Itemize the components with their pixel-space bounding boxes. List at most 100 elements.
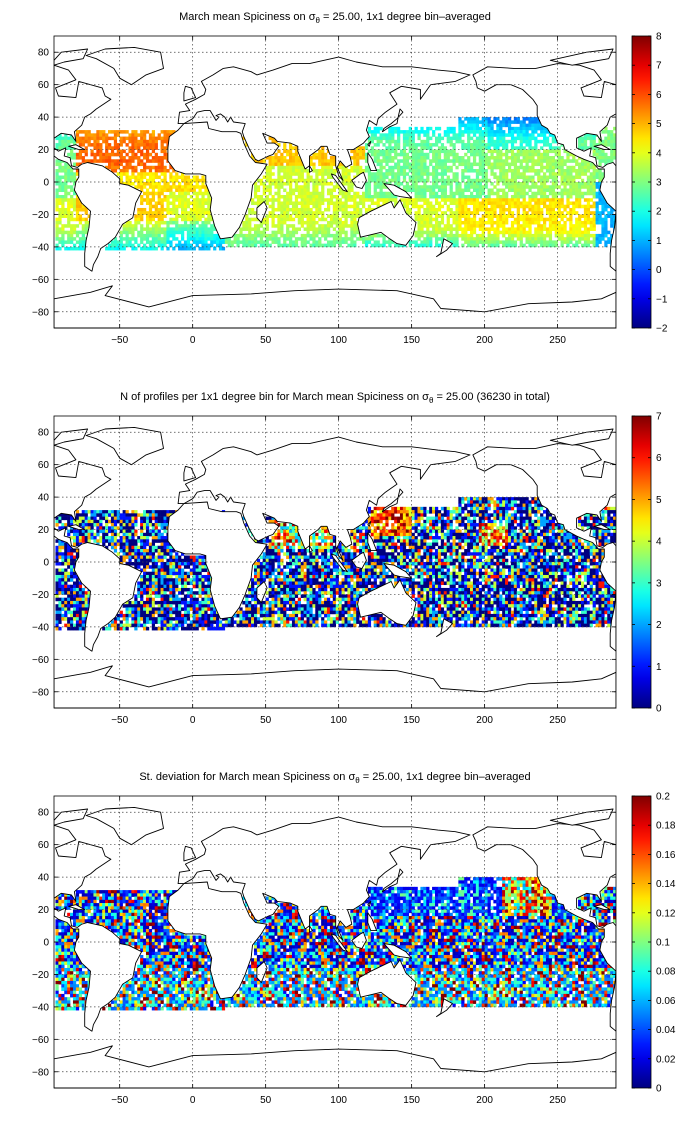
- data-cell: [537, 149, 541, 154]
- data-cell: [478, 224, 482, 228]
- data-cell: [397, 130, 401, 134]
- data-cell: [449, 211, 453, 215]
- data-cell: [309, 191, 313, 196]
- data-cell: [566, 169, 570, 173]
- data-cell: [487, 500, 491, 504]
- x-tick-label: 100: [330, 335, 347, 346]
- data-cell: [461, 191, 465, 196]
- data-cell: [397, 136, 401, 141]
- data-cell: [575, 211, 579, 215]
- data-cell: [350, 224, 354, 228]
- data-cell: [426, 220, 430, 225]
- data-cell: [283, 182, 287, 186]
- data-cell: [140, 169, 144, 173]
- data-cell: [373, 201, 377, 206]
- data-cell: [157, 194, 161, 199]
- data-cell: [166, 519, 170, 524]
- data-cell: [592, 513, 596, 517]
- data-cell: [125, 237, 129, 241]
- data-cell: [578, 201, 582, 206]
- data-cell: [286, 204, 290, 209]
- data-cell: [490, 214, 494, 218]
- data-cell: [496, 227, 500, 231]
- data-cell: [306, 198, 310, 202]
- data-cell: [297, 227, 301, 231]
- data-cell: [315, 182, 319, 186]
- data-cell: [461, 198, 465, 202]
- data-cell: [411, 159, 415, 163]
- data-cell: [169, 175, 173, 180]
- data-cell: [169, 230, 173, 235]
- data-cell: [271, 207, 275, 212]
- data-cell: [434, 191, 439, 196]
- data-cell: [446, 149, 450, 154]
- data-cell: [373, 510, 377, 514]
- data-cell: [268, 243, 272, 248]
- data-cell: [75, 224, 80, 228]
- data-cell: [166, 194, 170, 199]
- data-cell: [178, 230, 182, 235]
- data-cell: [297, 207, 301, 212]
- data-cell: [505, 117, 509, 121]
- data-cell: [294, 211, 299, 215]
- data-cell: [332, 156, 337, 160]
- data-cell: [265, 227, 269, 231]
- data-cell: [55, 188, 59, 193]
- data-cell: [516, 217, 520, 222]
- data-cell: [598, 162, 602, 167]
- data-cell: [513, 233, 518, 238]
- data-cell: [540, 207, 544, 212]
- data-cell: [291, 188, 296, 193]
- data-cell: [499, 175, 503, 180]
- data-cell: [440, 204, 445, 209]
- data-cell: [572, 182, 576, 186]
- data-cell: [467, 169, 471, 173]
- data-cell: [525, 497, 529, 501]
- colorbar-tick-label: 4: [656, 148, 662, 159]
- data-cell: [163, 237, 167, 241]
- colorbar-tick-label: 3: [656, 178, 662, 189]
- data-cell: [192, 201, 196, 206]
- data-cell: [598, 233, 602, 238]
- data-cell: [578, 240, 582, 244]
- data-cell: [481, 240, 485, 244]
- data-cell: [297, 211, 301, 215]
- data-cell: [309, 178, 313, 183]
- data-cell: [525, 503, 529, 508]
- data-cell: [548, 188, 553, 193]
- data-cell: [548, 133, 553, 137]
- data-cell: [134, 237, 138, 241]
- data-cell: [548, 233, 553, 238]
- data-cell: [350, 243, 354, 248]
- data-cell: [277, 178, 281, 183]
- data-cell: [540, 233, 544, 238]
- data-cell: [560, 224, 564, 228]
- data-cell: [253, 191, 258, 196]
- data-cell: [145, 224, 150, 228]
- data-cell: [143, 207, 147, 212]
- data-cell: [437, 510, 442, 514]
- data-cell: [78, 246, 83, 251]
- data-cell: [516, 152, 520, 157]
- data-cell: [432, 172, 436, 176]
- data-cell: [67, 220, 71, 225]
- data-cell: [557, 237, 561, 241]
- data-cell: [321, 165, 325, 170]
- data-cell: [110, 136, 115, 141]
- data-cell: [388, 240, 392, 244]
- data-cell: [55, 198, 59, 202]
- data-cell: [99, 523, 103, 527]
- data-cell: [154, 191, 158, 196]
- data-cell: [143, 243, 147, 248]
- data-cell: [99, 146, 103, 150]
- data-cell: [490, 237, 494, 241]
- data-cell: [417, 510, 421, 514]
- data-cell: [195, 185, 199, 189]
- data-cell: [610, 207, 614, 212]
- coastline-8: [330, 173, 348, 193]
- data-cell: [437, 516, 442, 521]
- data-cell: [516, 126, 520, 131]
- data-cell: [183, 175, 188, 180]
- data-cell: [540, 159, 544, 163]
- data-cell: [125, 227, 129, 231]
